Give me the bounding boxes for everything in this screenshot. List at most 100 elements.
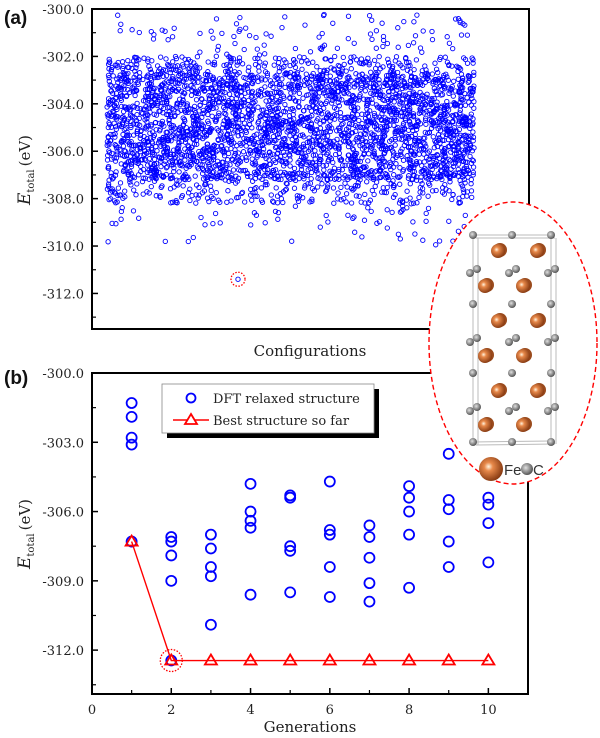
scatter-point — [118, 75, 125, 82]
scatter-point — [331, 67, 338, 73]
x-tick-label: 0 — [88, 703, 96, 718]
scatter-point — [398, 62, 404, 68]
scatter-point — [414, 117, 421, 123]
scatter-point — [248, 90, 255, 96]
scatter-point — [136, 57, 142, 63]
scatter-point — [365, 119, 372, 125]
panel-a-ylabel: Etotal(eV) — [15, 135, 37, 206]
scatter-point — [426, 173, 433, 179]
minimum-point — [235, 276, 241, 282]
scatter-point — [163, 56, 169, 62]
scatter-point — [437, 173, 443, 179]
scatter-point — [390, 194, 397, 200]
scatter-point — [193, 113, 200, 119]
scatter-point — [132, 68, 138, 74]
scatter-point — [199, 121, 205, 127]
scatter-point — [470, 60, 476, 66]
c-atom — [547, 231, 555, 239]
scatter-point — [453, 151, 460, 157]
scatter-point — [206, 93, 212, 99]
scatter-point — [261, 63, 267, 69]
scatter-point — [270, 198, 276, 204]
scatter-point — [418, 174, 424, 180]
scatter-point — [104, 111, 111, 118]
scatter-point — [165, 138, 171, 144]
scatter-point — [368, 90, 374, 96]
scatter-point — [350, 215, 356, 222]
scatter-point — [131, 132, 137, 138]
scatter-point — [468, 188, 475, 194]
scatter-point — [362, 115, 369, 121]
scatter-point — [345, 13, 352, 19]
scatter-point — [392, 191, 398, 198]
scatter-point — [142, 175, 149, 181]
panel-b-frame — [91, 372, 529, 695]
scatter-point — [384, 225, 390, 231]
scatter-point — [154, 102, 160, 109]
c-atom — [544, 407, 552, 415]
scatter-point — [119, 59, 126, 65]
best-structure-point — [282, 652, 298, 666]
scatter-point — [315, 85, 321, 91]
scatter-point — [129, 27, 135, 33]
scatter-point — [182, 146, 188, 152]
scatter-point — [300, 141, 307, 147]
scatter-point — [297, 81, 304, 88]
scatter-point — [414, 200, 420, 206]
dft-structure-point — [284, 491, 297, 504]
scatter-point — [323, 93, 330, 99]
scatter-point — [469, 194, 475, 201]
scatter-point — [393, 126, 399, 132]
scatter-point — [362, 138, 369, 145]
crystal-cell — [466, 231, 559, 446]
scatter-point — [372, 137, 379, 144]
scatter-point — [368, 168, 375, 174]
scatter-point — [419, 68, 425, 74]
scatter-point — [429, 188, 436, 194]
scatter-point — [434, 152, 441, 159]
c-atom — [466, 407, 474, 415]
scatter-point — [268, 33, 274, 39]
scatter-point — [115, 79, 121, 86]
scatter-point — [125, 134, 131, 141]
dft-structure-point — [403, 480, 415, 493]
scatter-point — [408, 74, 415, 80]
scatter-point — [280, 93, 287, 99]
scatter-point — [159, 118, 166, 125]
scatter-point — [179, 62, 186, 68]
scatter-point — [124, 160, 130, 166]
scatter-point — [193, 115, 199, 121]
scatter-point — [379, 110, 385, 117]
scatter-point — [281, 57, 287, 63]
scatter-point — [253, 34, 259, 41]
scatter-point — [228, 76, 234, 82]
dft-structure-point — [323, 561, 336, 573]
scatter-point — [235, 150, 242, 156]
scatter-point — [340, 175, 346, 181]
scatter-point — [307, 180, 314, 186]
scatter-point — [276, 89, 282, 95]
c-atom — [473, 403, 481, 411]
scatter-point — [168, 66, 174, 73]
scatter-point — [457, 153, 463, 159]
scatter-point — [287, 124, 293, 130]
scatter-point — [307, 86, 314, 92]
scatter-point — [432, 160, 439, 167]
scatter-point — [286, 113, 293, 119]
scatter-point — [127, 111, 134, 117]
scatter-point — [346, 121, 353, 127]
scatter-point — [306, 159, 312, 165]
scatter-point — [145, 162, 151, 168]
scatter-point — [450, 45, 456, 52]
scatter-point — [317, 176, 323, 182]
scatter-point — [261, 141, 267, 147]
scatter-point — [232, 147, 238, 153]
scatter-point — [455, 228, 462, 234]
scatter-point — [191, 75, 197, 81]
scatter-point — [344, 75, 350, 81]
scatter-point — [230, 56, 237, 62]
scatter-point — [267, 126, 273, 133]
scatter-point — [319, 129, 325, 135]
scatter-point — [419, 181, 425, 187]
scatter-point — [289, 238, 295, 244]
